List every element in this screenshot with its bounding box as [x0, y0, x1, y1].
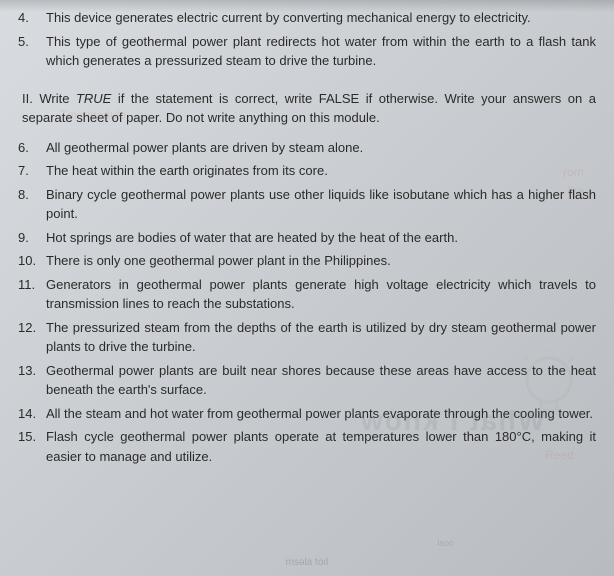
section-roman: II. [22, 91, 33, 106]
false-word: FALSE [319, 91, 359, 106]
item-number: 5. [18, 32, 46, 71]
item-number: 7. [18, 161, 46, 181]
question-item: 9. Hot springs are bodies of water that … [18, 228, 596, 248]
question-item: 5. This type of geothermal power plant r… [18, 32, 596, 71]
question-item: 11. Generators in geothermal power plant… [18, 275, 596, 314]
bottom-artifact: msəla toıl [286, 555, 329, 570]
question-item: 7. The heat within the earth originates … [18, 161, 596, 181]
instruction-text: if the statement is correct, write [111, 91, 318, 106]
item-text: Geothermal power plants are built near s… [46, 361, 596, 400]
item-text: This type of geothermal power plant redi… [46, 32, 596, 71]
artifact-text: ʇsoo [437, 537, 454, 551]
item-number: 12. [18, 318, 46, 357]
question-item: 15. Flash cycle geothermal power plants … [18, 427, 596, 466]
question-item: 10. There is only one geothermal power p… [18, 251, 596, 271]
question-item: 4. This device generates electric curren… [18, 8, 596, 28]
item-number: 8. [18, 185, 46, 224]
question-item: 14. All the steam and hot water from geo… [18, 404, 596, 424]
item-number: 9. [18, 228, 46, 248]
section-header: II. Write TRUE if the statement is corre… [18, 89, 596, 128]
true-word: TRUE [76, 91, 111, 106]
item-number: 11. [18, 275, 46, 314]
item-text: All the steam and hot water from geother… [46, 404, 596, 424]
question-item: 6. All geothermal power plants are drive… [18, 138, 596, 158]
question-item: 12. The pressurized steam from the depth… [18, 318, 596, 357]
item-number: 15. [18, 427, 46, 466]
item-number: 14. [18, 404, 46, 424]
instruction-text: Write [39, 91, 76, 106]
item-text: Hot springs are bodies of water that are… [46, 228, 596, 248]
question-item: 8. Binary cycle geothermal power plants … [18, 185, 596, 224]
question-item: 13. Geothermal power plants are built ne… [18, 361, 596, 400]
item-text: The heat within the earth originates fro… [46, 161, 596, 181]
item-number: 6. [18, 138, 46, 158]
item-text: Binary cycle geothermal power plants use… [46, 185, 596, 224]
item-text: Generators in geothermal power plants ge… [46, 275, 596, 314]
item-text: Flash cycle geothermal power plants oper… [46, 427, 596, 466]
part2-items: 6. All geothermal power plants are drive… [18, 138, 596, 467]
item-text: There is only one geothermal power plant… [46, 251, 596, 271]
part1-items: 4. This device generates electric curren… [18, 8, 596, 71]
item-number: 10. [18, 251, 46, 271]
item-number: 13. [18, 361, 46, 400]
item-text: All geothermal power plants are driven b… [46, 138, 596, 158]
item-number: 4. [18, 8, 46, 28]
item-text: The pressurized steam from the depths of… [46, 318, 596, 357]
item-text: This device generates electric current b… [46, 8, 596, 28]
